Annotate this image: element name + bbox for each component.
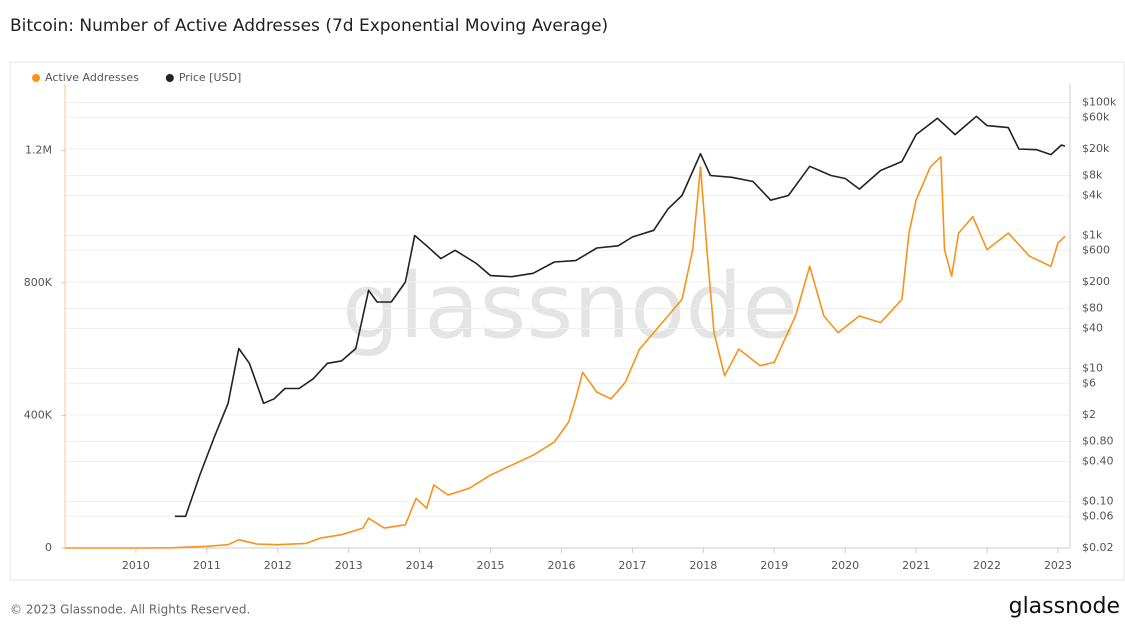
y2-tick-label: $20k — [1082, 142, 1110, 155]
y2-tick-label: $10 — [1082, 362, 1103, 375]
y2-tick-label: $0.02 — [1082, 541, 1114, 554]
x-tick-label: 2023 — [1044, 559, 1072, 572]
chart-frame — [9, 61, 1125, 581]
x-tick-label: 2016 — [547, 559, 575, 572]
series-line — [174, 115, 1066, 518]
series-line — [65, 156, 1066, 549]
y2-tick-label: $1k — [1082, 229, 1103, 242]
x-tick-label: 2013 — [335, 559, 363, 572]
x-tick-label: 2011 — [193, 559, 221, 572]
y2-tick-label: $600 — [1082, 243, 1110, 256]
y2-tick-label: $6 — [1082, 376, 1096, 389]
watermark: glassnode — [342, 254, 798, 359]
y-tick-label: 400K — [24, 408, 53, 421]
y2-tick-label: $4k — [1082, 188, 1103, 201]
x-tick-label: 2010 — [122, 559, 150, 572]
x-tick-label: 2017 — [618, 559, 646, 572]
legend-label: Price [USD] — [179, 71, 241, 84]
copyright: © 2023 Glassnode. All Rights Reserved. — [10, 603, 250, 617]
y-tick-label: 0 — [45, 541, 52, 554]
y2-tick-label: $100k — [1082, 96, 1117, 109]
y2-tick-label: $8k — [1082, 168, 1103, 181]
x-tick-label: 2022 — [973, 559, 1001, 572]
chart-title: Bitcoin: Number of Active Addresses (7d … — [10, 16, 608, 36]
y2-tick-label: $60k — [1082, 110, 1110, 123]
legend-label: Active Addresses — [45, 71, 139, 84]
y2-tick-label: $0.06 — [1082, 509, 1114, 522]
y2-tick-label: $200 — [1082, 275, 1110, 288]
y-tick-label: 1.2M — [25, 143, 52, 156]
y2-tick-label: $2 — [1082, 408, 1096, 421]
x-tick-label: 2014 — [406, 559, 434, 572]
x-tick-label: 2021 — [902, 559, 930, 572]
y-tick-label: 800K — [24, 276, 53, 289]
x-tick-label: 2018 — [689, 559, 717, 572]
y2-tick-label: $40 — [1082, 321, 1103, 334]
x-tick-label: 2020 — [831, 559, 859, 572]
x-tick-label: 2012 — [264, 559, 292, 572]
y2-tick-label: $0.40 — [1082, 454, 1114, 467]
legend-marker — [32, 74, 40, 82]
x-tick-label: 2015 — [477, 559, 505, 572]
y2-tick-label: $80 — [1082, 301, 1103, 314]
x-tick-label: 2019 — [760, 559, 788, 572]
y2-tick-label: $0.80 — [1082, 434, 1114, 447]
legend-marker — [165, 74, 174, 82]
y2-tick-label: $0.10 — [1082, 495, 1114, 508]
brand-logo: glassnode — [1009, 594, 1120, 619]
